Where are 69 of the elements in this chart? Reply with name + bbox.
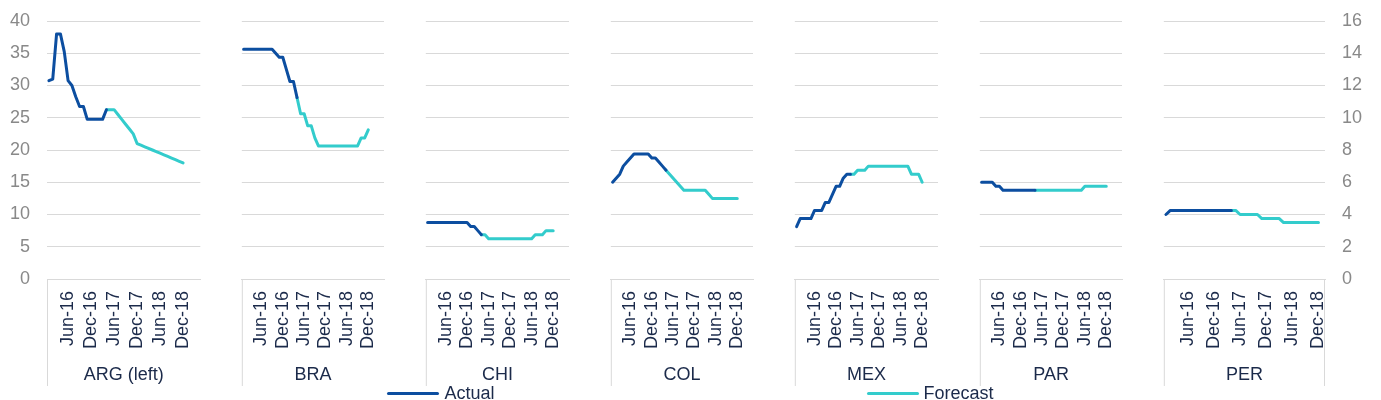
- x-axis-title: COL: [663, 364, 701, 385]
- y-tick-label: 0: [19, 267, 30, 288]
- x-axis-title: PER: [1225, 364, 1263, 385]
- y2-tick-label: 16: [1342, 9, 1363, 30]
- x-axis-title: CHI: [482, 364, 514, 385]
- x-axis-title: PAR: [1033, 364, 1069, 385]
- x-tick-label: Dec-18: [172, 291, 193, 350]
- x-tick-label: Jun-17: [103, 291, 124, 347]
- x-tick-label: Dec-16: [1202, 291, 1223, 350]
- x-tick-label: Dec-18: [1095, 291, 1116, 350]
- y2-tick-label: 0: [1342, 267, 1353, 288]
- x-tick-label: Dec-18: [357, 291, 378, 350]
- x-tick-label: Jun-18: [1073, 291, 1094, 347]
- x-tick-label: Dec-18: [1307, 291, 1328, 350]
- x-tick-label: Dec-17: [683, 291, 704, 350]
- x-tick-label: Jun-16: [434, 291, 455, 347]
- legend-label: Actual: [444, 383, 495, 400]
- y-tick-label: 10: [9, 203, 30, 224]
- x-tick-label: Dec-16: [80, 291, 101, 350]
- y-tick-label: 35: [9, 42, 30, 63]
- x-tick-label: Jun-18: [520, 291, 541, 347]
- y2-tick-label: 10: [1342, 106, 1363, 127]
- x-tick-label: Jun-16: [250, 291, 271, 347]
- y2-tick-label: 4: [1342, 203, 1353, 224]
- x-tick-label: Dec-16: [640, 291, 661, 350]
- y-tick-label: 25: [9, 106, 30, 127]
- x-tick-label: Jun-16: [988, 291, 1009, 347]
- x-tick-label: Jun-16: [803, 291, 824, 347]
- x-tick-label: Jun-16: [619, 291, 640, 347]
- x-tick-label: Jun-18: [889, 291, 910, 347]
- x-tick-label: Dec-18: [726, 291, 747, 350]
- x-tick-label: Jun-16: [57, 291, 78, 347]
- x-tick-label: Dec-17: [499, 291, 520, 350]
- legend-label: Forecast: [923, 383, 994, 400]
- x-tick-label: Dec-17: [868, 291, 889, 350]
- y2-tick-label: 6: [1342, 171, 1353, 192]
- x-tick-label: Dec-16: [1009, 291, 1030, 350]
- y-tick-label: 30: [9, 74, 30, 95]
- x-tick-label: Dec-16: [271, 291, 292, 350]
- x-tick-label: Jun-17: [1031, 291, 1052, 347]
- x-tick-label: Jun-18: [335, 291, 356, 347]
- x-tick-label: Dec-16: [825, 291, 846, 350]
- y2-tick-label: 8: [1342, 138, 1353, 159]
- x-tick-label: Jun-18: [149, 291, 170, 347]
- y-tick-label: 20: [9, 138, 30, 159]
- x-tick-label: Jun-17: [1229, 291, 1250, 347]
- x-axis-title: MEX: [847, 364, 887, 385]
- x-tick-label: Dec-17: [1255, 291, 1276, 350]
- x-tick-label: Jun-18: [1281, 291, 1302, 347]
- y-tick-label: 15: [9, 171, 30, 192]
- x-tick-label: Dec-16: [456, 291, 477, 350]
- y2-tick-label: 12: [1342, 74, 1363, 95]
- x-tick-label: Dec-18: [911, 291, 932, 350]
- x-tick-label: Dec-17: [1052, 291, 1073, 350]
- x-tick-label: Dec-17: [314, 291, 335, 350]
- x-tick-label: Jun-17: [293, 291, 314, 347]
- y2-tick-label: 14: [1342, 42, 1363, 63]
- y2-tick-label: 2: [1342, 235, 1353, 256]
- x-axis-title: ARG (left): [83, 364, 164, 385]
- x-tick-label: Jun-17: [662, 291, 683, 347]
- x-tick-label: Jun-18: [704, 291, 725, 347]
- y-tick-label: 40: [9, 9, 30, 30]
- x-tick-label: Dec-18: [542, 291, 563, 350]
- x-tick-label: Jun-16: [1176, 291, 1197, 347]
- x-tick-label: Dec-17: [126, 291, 147, 350]
- y-tick-label: 5: [19, 235, 30, 256]
- x-tick-label: Jun-17: [477, 291, 498, 347]
- x-tick-label: Jun-17: [846, 291, 867, 347]
- x-axis-title: BRA: [294, 364, 332, 385]
